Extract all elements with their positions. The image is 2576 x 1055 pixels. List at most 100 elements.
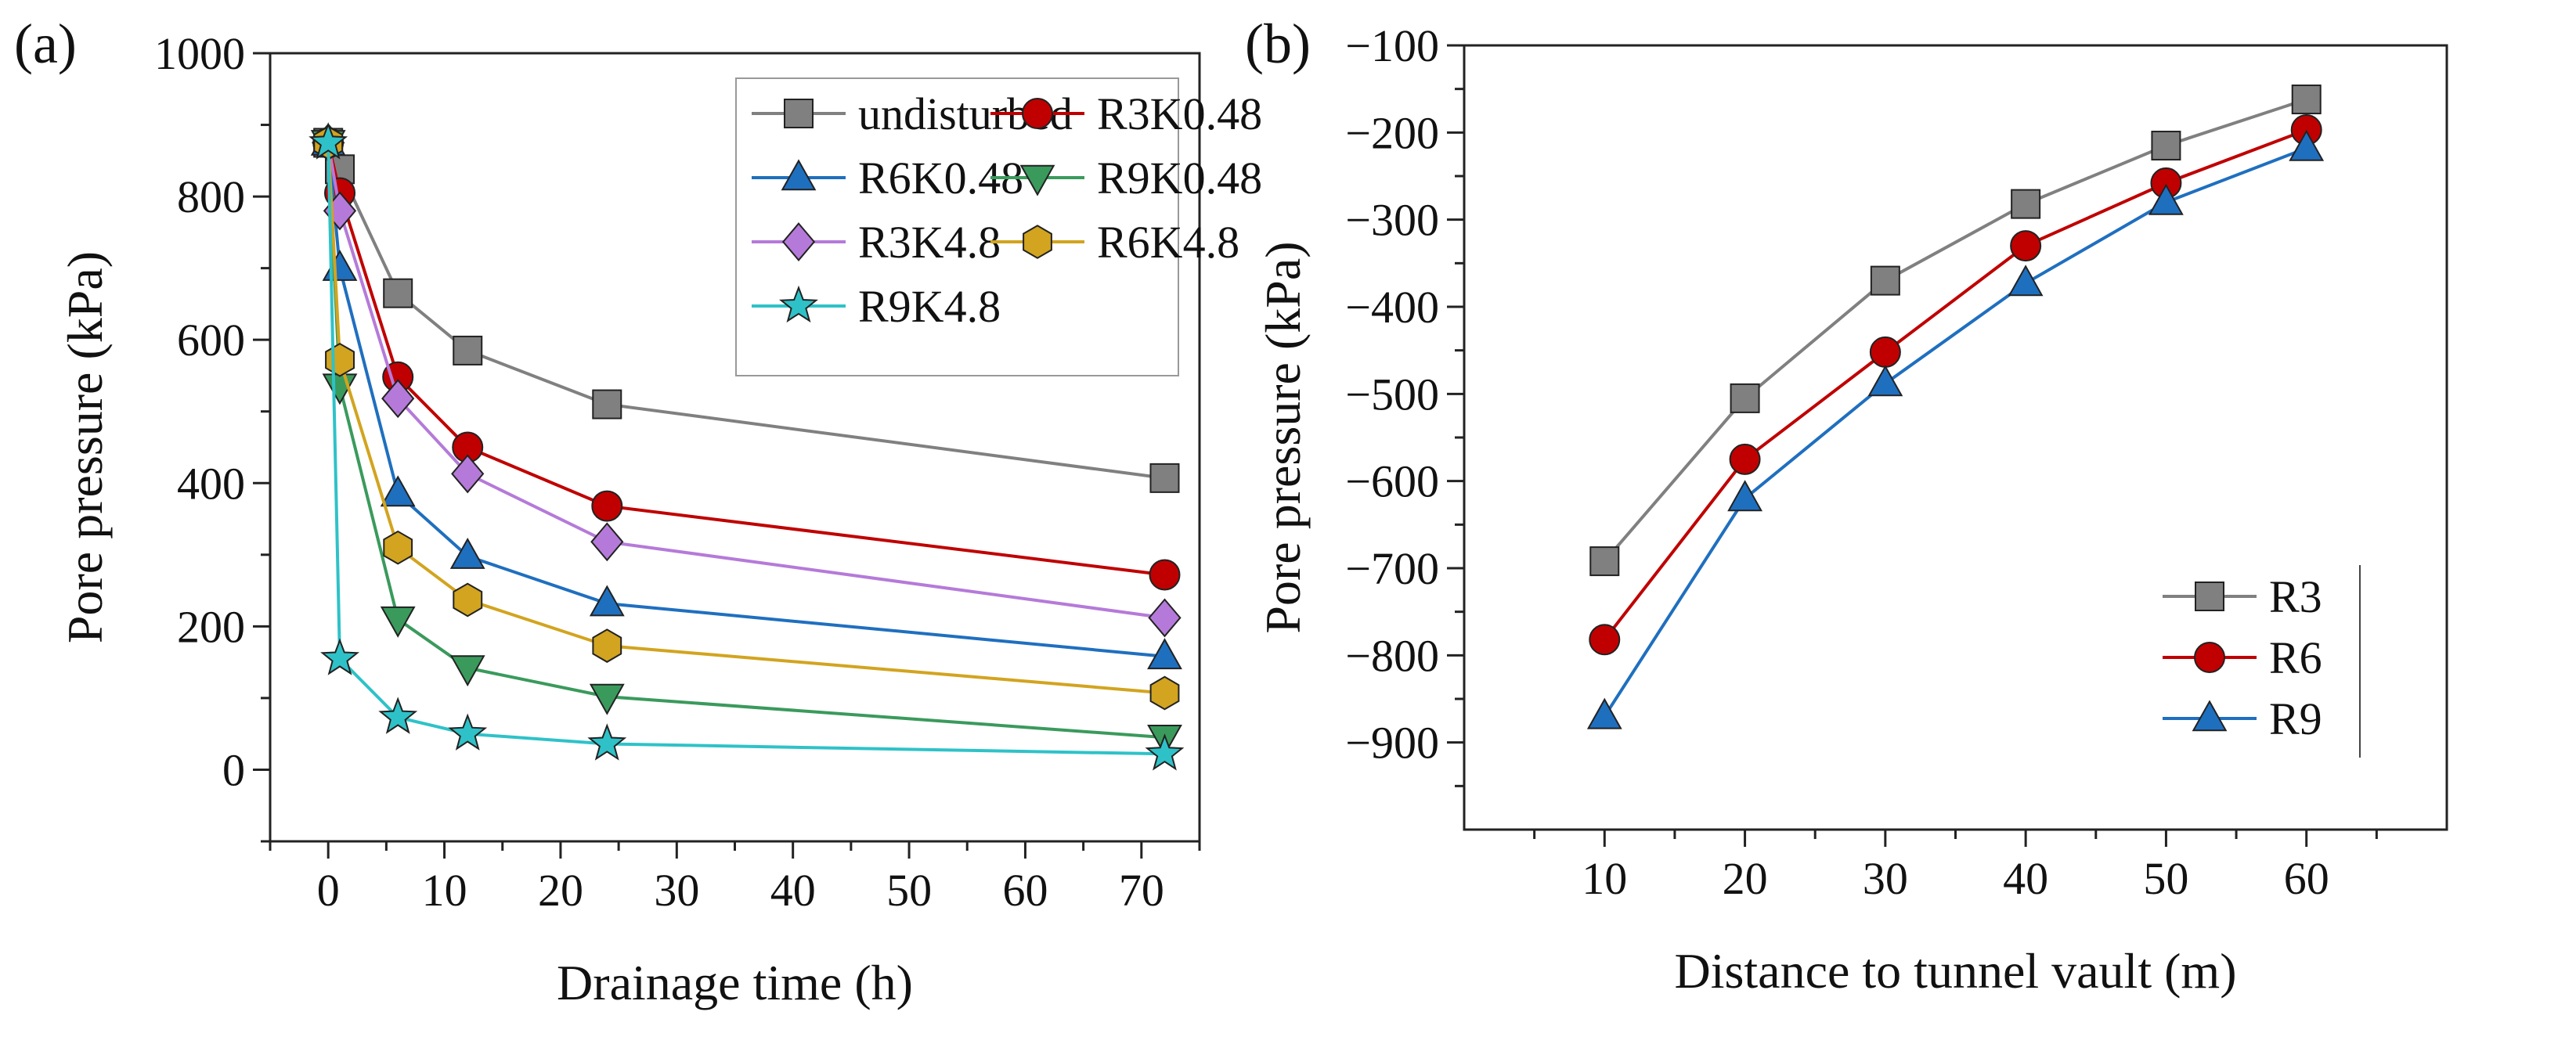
data-point-undisturbed xyxy=(1149,463,1180,493)
legend-label: R9K0.48 xyxy=(1097,153,1262,203)
legend-marker xyxy=(2195,582,2224,611)
y-tick-label: −600 xyxy=(1345,456,1439,507)
x-tick-label: 30 xyxy=(654,865,699,916)
data-point-r9k4-8 xyxy=(308,122,348,160)
legend-marker xyxy=(1023,225,1052,259)
x-tick-label: 10 xyxy=(422,865,467,916)
legend-label: R6 xyxy=(2269,632,2322,683)
series-r9 xyxy=(1586,129,2325,729)
legend-marker xyxy=(2194,642,2225,673)
y-tick-label: −300 xyxy=(1345,195,1439,246)
series-line-r3 xyxy=(1603,98,2307,563)
data-point-r9k4-8 xyxy=(448,713,488,751)
legend-marker xyxy=(1019,164,1055,196)
data-point-r3 xyxy=(2291,85,2322,115)
data-point-undisturbed xyxy=(453,335,483,365)
legend-label: R3 xyxy=(2269,571,2322,622)
x-tick-label: 60 xyxy=(2284,853,2329,904)
legend-item-r3: R3 xyxy=(2163,571,2322,622)
data-point-r9k0-48 xyxy=(449,655,485,687)
data-point-r6 xyxy=(1869,336,1901,368)
data-point-r9 xyxy=(2148,183,2184,215)
x-tick-label: 10 xyxy=(1582,853,1627,904)
legend-label: R3K4.8 xyxy=(858,217,1001,268)
data-point-r6k4-8 xyxy=(1149,675,1180,711)
series-line-r6k4-8 xyxy=(327,142,1165,695)
data-point-r6k0-48 xyxy=(589,585,625,617)
series-r3k4-8 xyxy=(312,123,1182,638)
legend-marker xyxy=(784,99,814,128)
legend-label: R9 xyxy=(2269,693,2322,744)
data-point-r6k4-8 xyxy=(325,342,355,377)
data-point-r6 xyxy=(2010,230,2042,262)
series-line-r9k4-8 xyxy=(327,142,1165,756)
panel-label: (b) xyxy=(1245,13,1311,75)
x-tick-label: 40 xyxy=(770,865,816,916)
data-point-r6 xyxy=(1589,624,1621,656)
legend-item-r9: R9 xyxy=(2163,693,2322,744)
legend-label: R3K0.48 xyxy=(1097,88,1262,139)
data-point-undisturbed xyxy=(383,278,413,308)
y-tick-label: −200 xyxy=(1345,107,1439,158)
legend: R3 R6 R9 xyxy=(2163,565,2361,758)
data-point-r9 xyxy=(1727,480,1763,512)
data-point-r3k4-8 xyxy=(381,379,415,419)
x-tick-label: 50 xyxy=(2143,853,2188,904)
data-point-r6 xyxy=(1729,443,1761,475)
y-tick-label: 800 xyxy=(177,171,245,222)
legend-item-r9k0-48: R9K0.48 xyxy=(990,153,1262,203)
legend-marker xyxy=(1022,98,1053,129)
data-point-r3 xyxy=(1870,265,1900,296)
x-tick-label: 70 xyxy=(1119,865,1164,916)
y-tick-label: −500 xyxy=(1345,369,1439,419)
y-tick-label: 0 xyxy=(222,744,245,795)
y-tick-label: −400 xyxy=(1345,282,1439,333)
data-point-r3 xyxy=(2011,189,2041,219)
series-r6 xyxy=(1589,113,2322,656)
y-tick-label: −700 xyxy=(1345,543,1439,594)
data-point-r3k0-48 xyxy=(1149,559,1181,591)
data-point-r9 xyxy=(2289,129,2325,161)
data-point-undisturbed xyxy=(592,389,622,419)
y-tick-label: −100 xyxy=(1345,20,1439,71)
panel-label: (a) xyxy=(14,13,77,75)
y-tick-label: −900 xyxy=(1345,718,1439,769)
data-point-r3 xyxy=(1589,546,1620,577)
data-point-r9k0-48 xyxy=(589,683,625,715)
series-line-r6k0-48 xyxy=(327,142,1165,658)
chart-panel-a: 0 10 20 30 40 50 60 70 0 200 400 600 800 1000 Drainage… xyxy=(14,13,1262,1010)
series-line-r6 xyxy=(1603,128,2307,641)
data-point-r6k4-8 xyxy=(453,582,483,618)
data-point-r6k0-48 xyxy=(449,537,485,569)
data-point-r9k4-8 xyxy=(587,723,627,761)
data-point-r6k0-48 xyxy=(1147,638,1182,670)
x-tick-label: 30 xyxy=(1863,853,1908,904)
x-tick-label: 50 xyxy=(886,865,932,916)
data-point-r9k4-8 xyxy=(378,697,418,734)
data-point-r3k4-8 xyxy=(590,522,624,562)
x-axis-title: Distance to tunnel vault (m) xyxy=(1674,943,2236,999)
data-point-r6k0-48 xyxy=(380,475,416,507)
x-axis-title: Drainage time (h) xyxy=(557,955,913,1010)
legend-label: R6K4.8 xyxy=(1097,217,1239,268)
legend-marker xyxy=(781,222,816,261)
data-point-r9 xyxy=(1586,697,1622,729)
series-undisturbed xyxy=(313,128,1180,493)
y-tick-label: 1000 xyxy=(154,28,245,79)
legend-marker xyxy=(781,159,817,191)
legend-item-r6: R6 xyxy=(2163,632,2322,683)
data-point-r3k4-8 xyxy=(451,454,485,494)
legend-item-r9k4-8: R9K4.8 xyxy=(752,281,1001,332)
x-tick-label: 0 xyxy=(317,865,340,916)
data-point-r3k4-8 xyxy=(1148,598,1182,638)
series-line-r9 xyxy=(1603,146,2307,718)
data-point-r6k4-8 xyxy=(383,530,413,565)
legend-marker xyxy=(779,285,818,323)
x-tick-label: 40 xyxy=(2003,853,2048,904)
chart-panel-b: 10 20 30 40 50 60 −900 −800 −700 −600 −500 −400 −300… xyxy=(1245,13,2448,999)
legend-label: R9K4.8 xyxy=(858,281,1001,332)
legend-item-r3k4-8: R3K4.8 xyxy=(752,217,1001,268)
x-tick-label: 20 xyxy=(1723,853,1768,904)
y-tick-label: 600 xyxy=(177,315,245,365)
